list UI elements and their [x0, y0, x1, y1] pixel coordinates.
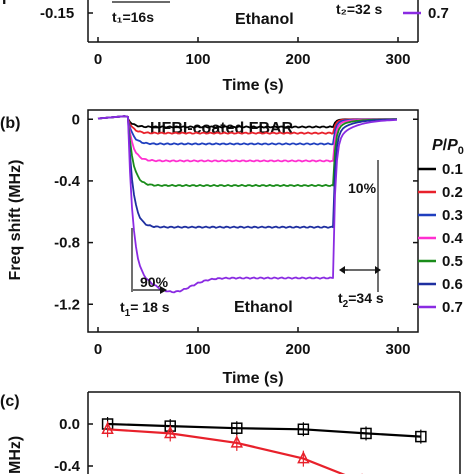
- gas-label: Ethanol: [234, 299, 293, 316]
- legend-title-sub: 0: [458, 145, 464, 157]
- panel-b-xtick-label: 200: [285, 341, 310, 358]
- panel-b: (b) HFBI-coated FBAR Freq shift (MHz) 0-…: [0, 109, 464, 387]
- panel-b-xtick-label: 0: [94, 341, 102, 358]
- panel-b-xtick-label: 100: [185, 341, 210, 358]
- panel-c-series-line-1: [107, 428, 346, 474]
- legend-title-p0: P: [447, 137, 458, 154]
- panel-a-ylabel-fragment: F: [2, 0, 12, 8]
- panel-a: F -0.15 t₁=16s Ethanol t₂=32 s 0.7 0 100 2…: [2, 0, 449, 94]
- legend: 0.1 0.2 0.3 0.4 0.5 0.6 0.7: [418, 161, 464, 316]
- t2-label: t2=34 s: [338, 290, 384, 310]
- panel-a-xticks: 0 100 200 300: [94, 37, 411, 68]
- series-line-0-7: [97, 115, 398, 294]
- panel-b-series: [97, 115, 398, 294]
- panel-c-series: [101, 417, 427, 474]
- panel-b-label: (b): [0, 115, 20, 132]
- legend-label-0-5: 0.5: [442, 253, 463, 270]
- panel-a-xtick-label: 0: [94, 51, 102, 68]
- legend-title-sep: /: [443, 137, 448, 154]
- t1-sub: 1: [125, 308, 131, 319]
- panel-b-xticks: 0 100 200 300: [94, 327, 411, 358]
- legend-label-0-1: 0.1: [442, 161, 463, 178]
- t1-arrowhead: [160, 286, 167, 294]
- ten-percent-label: 10%: [348, 180, 377, 196]
- legend-label-0-7: 0.7: [442, 299, 463, 316]
- series-line-0-4: [97, 115, 397, 163]
- panel-a-xtick-label: 100: [185, 51, 210, 68]
- panel-a-ytick: -0.15: [40, 5, 74, 22]
- panel-a-legend-label: 0.7: [428, 5, 449, 22]
- panel-b-xtick-label: 300: [385, 341, 410, 358]
- panel-a-t1-label: t₁=16s: [112, 9, 154, 25]
- panel-b-ytick-label: 0: [72, 111, 80, 128]
- series-line-0-5: [97, 115, 397, 188]
- panel-a-xtick-label: 300: [385, 51, 410, 68]
- panel-c-ylabel: MHz): [7, 436, 24, 474]
- panel-c-ytick-label: 0.0: [59, 416, 80, 433]
- t2-arrowhead: [375, 266, 381, 274]
- legend-label-0-4: 0.4: [442, 230, 464, 247]
- t2-value: =34 s: [348, 290, 384, 306]
- panel-c-label: (c): [0, 393, 20, 410]
- legend-label-0-6: 0.6: [442, 276, 463, 293]
- panel-c-yticks: 0.0 -0.4: [54, 416, 93, 474]
- t1-value: = 18 s: [130, 299, 170, 315]
- panel-a-t2-label: t₂=32 s: [336, 1, 383, 17]
- panel-a-xlabel: Time (s): [222, 77, 283, 94]
- panel-c: (c) MHz) 0.0 -0.4: [0, 391, 461, 474]
- t2-sub: 2: [343, 299, 349, 310]
- panel-b-yticks: 0 -0.4 -0.8 -1.2: [54, 111, 418, 313]
- series-line-0-6: [97, 115, 397, 229]
- panel-c-ytick-label: -0.4: [54, 458, 81, 474]
- legend-label-0-3: 0.3: [442, 207, 463, 224]
- panel-b-xlabel: Time (s): [222, 370, 283, 387]
- panel-b-ylabel: Freq shift (MHz): [7, 160, 24, 281]
- panel-b-ytick-label: -0.4: [54, 173, 81, 190]
- panel-a-xtick-label: 200: [285, 51, 310, 68]
- panel-b-ytick-label: -0.8: [54, 235, 80, 252]
- panel-a-gas-label: Ethanol: [235, 11, 294, 28]
- panel-b-frame: [87, 109, 419, 333]
- t1-label: t1= 18 s: [120, 299, 170, 319]
- legend-title: P/P0: [432, 137, 464, 157]
- t2-prefix: t: [338, 290, 343, 306]
- panel-c-series-line-0: [107, 422, 421, 438]
- t1-prefix: t: [120, 299, 125, 315]
- panel-b-ytick-label: -1.2: [54, 296, 80, 313]
- t2-arrowhead-left: [339, 266, 345, 274]
- legend-title-p: P: [432, 137, 443, 154]
- ninety-percent-label: 90%: [140, 274, 169, 290]
- legend-label-0-2: 0.2: [442, 184, 463, 201]
